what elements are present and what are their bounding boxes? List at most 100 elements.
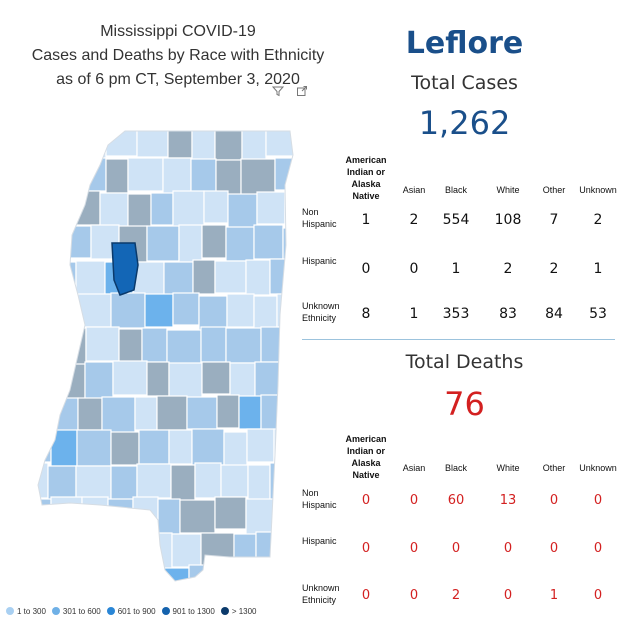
county-shape[interactable] bbox=[20, 533, 52, 568]
county-shape[interactable] bbox=[227, 193, 258, 231]
county-shape[interactable] bbox=[191, 428, 225, 466]
county-shape[interactable] bbox=[125, 565, 160, 585]
county-shape[interactable] bbox=[295, 466, 300, 500]
county-shape[interactable] bbox=[201, 224, 227, 259]
county-shape[interactable] bbox=[51, 566, 79, 585]
county-shape[interactable] bbox=[144, 293, 174, 328]
county-shape[interactable] bbox=[225, 226, 255, 262]
county-shape[interactable] bbox=[127, 193, 152, 231]
county-shape[interactable] bbox=[47, 261, 77, 299]
county-shape[interactable] bbox=[50, 496, 83, 530]
county-shape[interactable] bbox=[200, 326, 227, 363]
county-shape[interactable] bbox=[50, 531, 79, 566]
county-shape[interactable] bbox=[28, 224, 62, 258]
county-shape[interactable] bbox=[28, 498, 52, 532]
county-shape[interactable] bbox=[238, 395, 262, 430]
county-shape[interactable] bbox=[190, 158, 217, 193]
county-shape[interactable] bbox=[127, 157, 164, 192]
county-shape[interactable] bbox=[134, 396, 158, 431]
county-shape[interactable] bbox=[77, 531, 114, 565]
county-shape[interactable] bbox=[284, 190, 300, 226]
county-shape[interactable] bbox=[69, 190, 101, 226]
county-shape[interactable] bbox=[136, 125, 169, 158]
county-shape[interactable] bbox=[188, 564, 215, 585]
county-shape[interactable] bbox=[20, 326, 53, 362]
county-shape[interactable] bbox=[289, 394, 300, 428]
county-shape[interactable] bbox=[82, 157, 107, 192]
county-shape[interactable] bbox=[213, 564, 245, 585]
county-shape[interactable] bbox=[20, 192, 46, 228]
county-shape[interactable] bbox=[49, 397, 79, 435]
county-shape[interactable] bbox=[101, 396, 136, 434]
county-shape[interactable] bbox=[162, 157, 192, 196]
county-shape[interactable] bbox=[274, 496, 300, 535]
county-shape[interactable] bbox=[233, 533, 257, 571]
county-shape[interactable] bbox=[178, 224, 203, 263]
county-shape[interactable] bbox=[51, 294, 79, 333]
county-shape[interactable] bbox=[132, 496, 159, 532]
county-shape[interactable] bbox=[243, 565, 276, 585]
county-shape[interactable] bbox=[203, 190, 229, 224]
county-shape[interactable] bbox=[283, 530, 300, 565]
county-shape[interactable] bbox=[28, 428, 52, 463]
county-shape[interactable] bbox=[289, 328, 300, 366]
county-shape[interactable] bbox=[223, 431, 248, 467]
county-shape[interactable] bbox=[216, 394, 240, 429]
county-shape[interactable] bbox=[245, 498, 276, 536]
county-shape[interactable] bbox=[215, 159, 242, 197]
county-shape[interactable] bbox=[84, 361, 114, 400]
county-shape[interactable] bbox=[274, 567, 300, 585]
county-shape[interactable] bbox=[112, 533, 147, 572]
county-shape[interactable] bbox=[107, 498, 134, 535]
county-shape[interactable] bbox=[200, 532, 235, 570]
county-shape[interactable] bbox=[28, 360, 59, 396]
county-shape[interactable] bbox=[254, 361, 286, 398]
county-shape[interactable] bbox=[20, 394, 51, 428]
county-shape[interactable] bbox=[110, 292, 146, 329]
county-shape[interactable] bbox=[179, 499, 216, 534]
county-shape[interactable] bbox=[253, 224, 284, 260]
county-shape[interactable] bbox=[229, 362, 256, 399]
county-shape[interactable] bbox=[220, 464, 249, 498]
county-shape[interactable] bbox=[105, 125, 138, 157]
county-shape[interactable] bbox=[51, 327, 87, 366]
county-shape[interactable] bbox=[186, 396, 218, 430]
county-shape[interactable] bbox=[28, 157, 54, 196]
county-shape[interactable] bbox=[240, 158, 276, 197]
county-shape[interactable] bbox=[157, 498, 181, 535]
county-shape[interactable] bbox=[28, 565, 53, 585]
county-shape[interactable] bbox=[214, 125, 243, 161]
county-shape[interactable] bbox=[201, 361, 231, 395]
filter-icon[interactable] bbox=[272, 85, 284, 97]
county-shape[interactable] bbox=[163, 261, 194, 297]
county-shape[interactable] bbox=[284, 361, 300, 397]
county-shape[interactable] bbox=[158, 567, 190, 585]
county-shape[interactable] bbox=[265, 125, 295, 157]
county-shape[interactable] bbox=[20, 125, 49, 159]
county-shape[interactable] bbox=[105, 158, 129, 194]
county-shape[interactable] bbox=[172, 190, 205, 229]
county-shape[interactable] bbox=[214, 496, 247, 530]
county-shape[interactable] bbox=[99, 564, 127, 585]
focus-mode-icon[interactable] bbox=[296, 85, 308, 97]
county-shape[interactable] bbox=[168, 362, 203, 399]
county-shape[interactable] bbox=[225, 327, 262, 364]
county-shape[interactable] bbox=[198, 295, 228, 332]
county-shape[interactable] bbox=[76, 429, 112, 467]
county-shape[interactable] bbox=[269, 258, 300, 295]
county-shape[interactable] bbox=[136, 463, 172, 499]
county-shape[interactable] bbox=[245, 259, 271, 296]
county-shape[interactable] bbox=[192, 259, 216, 295]
county-leflore-highlighted[interactable] bbox=[111, 242, 139, 296]
county-shape[interactable] bbox=[28, 292, 53, 329]
county-shape[interactable] bbox=[168, 429, 193, 465]
county-shape[interactable] bbox=[20, 462, 49, 499]
county-shape[interactable] bbox=[44, 190, 71, 229]
county-shape[interactable] bbox=[75, 125, 107, 159]
county-shape[interactable] bbox=[138, 429, 170, 465]
county-shape[interactable] bbox=[273, 428, 300, 463]
county-shape[interactable] bbox=[260, 394, 291, 433]
county-shape[interactable] bbox=[47, 125, 77, 159]
county-shape[interactable] bbox=[77, 564, 101, 585]
county-shape[interactable] bbox=[77, 293, 112, 328]
